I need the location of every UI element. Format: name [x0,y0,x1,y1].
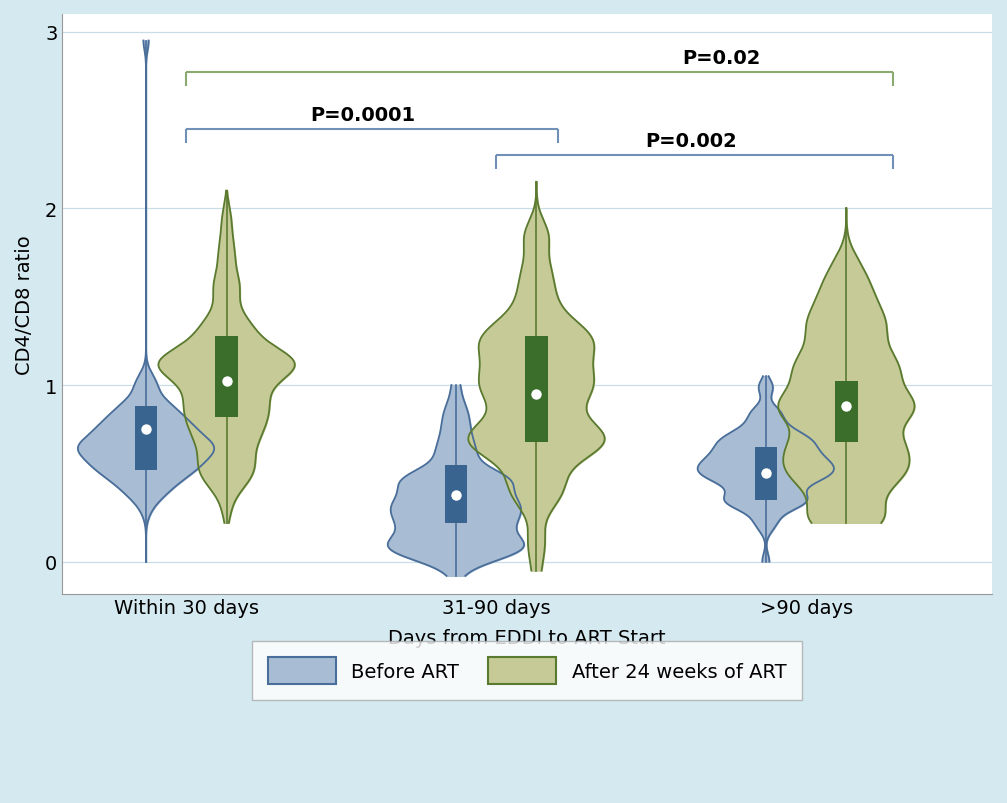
Bar [754,447,777,500]
Text: P=0.02: P=0.02 [682,49,760,68]
Text: P=0.0001: P=0.0001 [310,105,415,124]
Bar [445,465,467,524]
Text: P=0.002: P=0.002 [644,132,737,151]
Bar [835,382,858,442]
Legend: Before ART, After 24 weeks of ART: Before ART, After 24 weeks of ART [252,642,803,699]
X-axis label: Days from EDDI to ART Start: Days from EDDI to ART Start [389,629,666,648]
Bar [135,407,157,471]
Bar [526,336,548,442]
Bar [215,336,238,418]
Y-axis label: CD4/CD8 ratio: CD4/CD8 ratio [15,234,34,374]
